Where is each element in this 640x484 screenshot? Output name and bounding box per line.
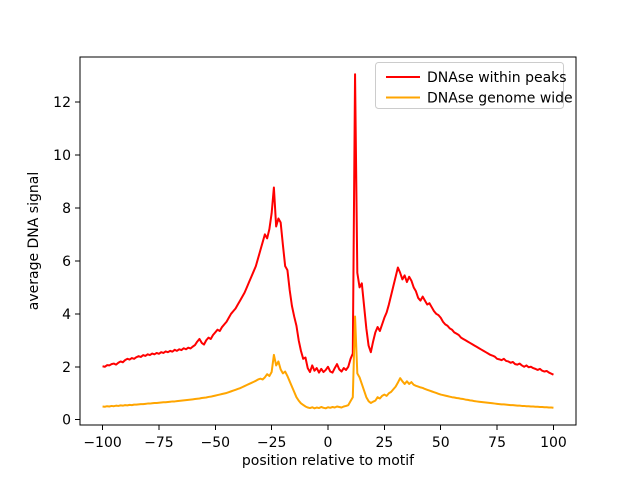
- y-axis-ticks: 0 2 4 6 8 10 12: [53, 95, 80, 429]
- y-tick-label: 2: [62, 360, 71, 376]
- y-tick-label: 4: [62, 307, 71, 323]
- axes-frame: [79, 56, 577, 426]
- legend-label-genome-wide: DNAse genome wide: [427, 91, 573, 107]
- plot-area: [80, 57, 576, 425]
- x-tick-label: 75: [488, 435, 506, 451]
- x-axis-ticks: −100 −75 −50 −25 0 25 50 75 100: [83, 425, 567, 451]
- x-axis-label: position relative to motif: [242, 453, 415, 469]
- y-tick-label: 8: [62, 201, 71, 217]
- x-tick-label: −25: [257, 435, 287, 451]
- x-tick-label: −50: [200, 435, 230, 451]
- x-tick-label: 25: [375, 435, 393, 451]
- y-tick-label: 6: [62, 254, 71, 270]
- series-line-dnase-genome-wide: [102, 315, 554, 410]
- legend-box: [375, 62, 564, 109]
- y-tick-label: 12: [53, 95, 71, 111]
- x-tick-label: −75: [144, 435, 174, 451]
- legend-label-within-peaks: DNAse within peaks: [427, 70, 567, 86]
- series-line-dnase-within-peaks: [102, 73, 554, 376]
- y-axis-label: average DNA signal: [26, 172, 42, 310]
- y-tick-label: 10: [53, 148, 71, 164]
- legend: DNAse within peaks DNAse genome wide: [375, 62, 573, 109]
- series-lines: [102, 73, 554, 410]
- x-tick-label: 0: [324, 435, 333, 451]
- x-tick-label: −100: [83, 435, 121, 451]
- y-tick-label: 0: [62, 413, 71, 429]
- x-tick-label: 50: [432, 435, 450, 451]
- x-tick-label: 100: [540, 435, 567, 451]
